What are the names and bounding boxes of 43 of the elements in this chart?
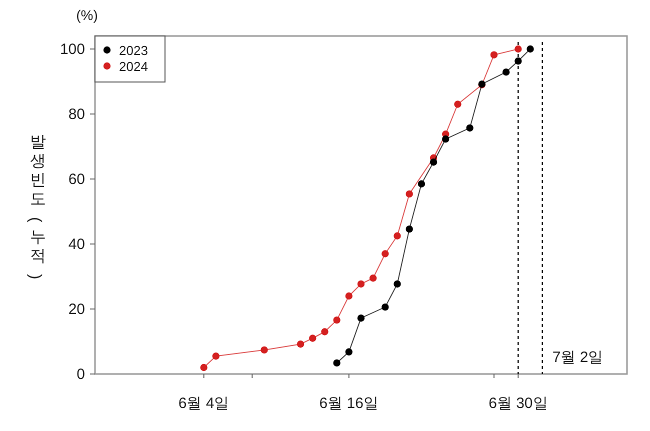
y-axis-title: 발생빈도 (누적) (26, 134, 46, 280)
point (357, 314, 365, 322)
point (321, 328, 328, 336)
legend-label: 2023 (119, 43, 148, 58)
point (357, 280, 365, 288)
point (466, 124, 474, 132)
y-tick-label: 20 (68, 301, 85, 318)
y-tick-label: 80 (68, 106, 85, 123)
y-tick-label: 0 (76, 366, 85, 383)
ref-line-label: 7월 2일 (552, 349, 604, 366)
y-tick-label: 60 (68, 171, 85, 188)
point (382, 303, 389, 311)
point (382, 250, 389, 258)
x-tick-label: 6월 30일 (488, 395, 548, 412)
point (345, 348, 353, 356)
point (526, 45, 534, 53)
point (514, 45, 522, 53)
point (406, 190, 413, 198)
x-tick-label: 6월 4일 (178, 395, 230, 412)
x-tick-label: 6월 16일 (319, 395, 379, 412)
point (212, 352, 220, 360)
point (442, 135, 450, 143)
point (502, 68, 510, 76)
point (454, 100, 462, 108)
point (345, 292, 353, 300)
point (430, 158, 438, 166)
point (418, 180, 426, 188)
y-tick-label: 100 (60, 41, 85, 58)
point (309, 334, 316, 342)
y-tick-label: 40 (68, 236, 85, 253)
point (514, 57, 522, 65)
point (200, 364, 208, 372)
point (394, 232, 401, 240)
point (394, 280, 401, 288)
point (333, 316, 340, 324)
legend-label: 2024 (119, 59, 148, 74)
point (406, 225, 413, 233)
point (260, 346, 268, 354)
text: (%) (76, 7, 98, 23)
point (333, 359, 340, 367)
point (369, 274, 377, 282)
point (296, 340, 304, 348)
point (490, 51, 498, 58)
